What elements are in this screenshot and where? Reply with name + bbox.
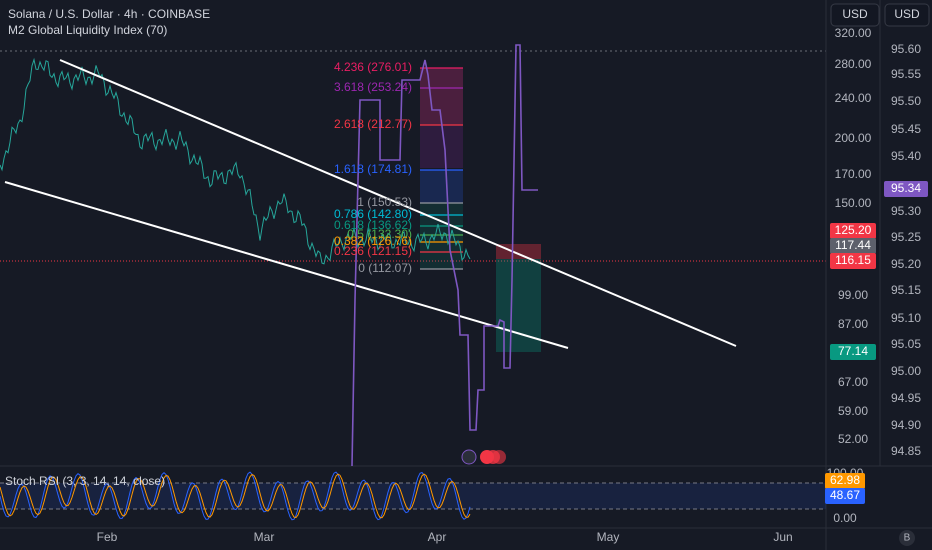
badge	[825, 488, 865, 504]
stoch-tick-label: 0.00	[833, 511, 857, 525]
footer-badge: B	[904, 533, 911, 544]
price-tick-label: 150.00	[835, 196, 872, 210]
icon[interactable]	[461, 449, 477, 465]
m2-tick-label: 95.50	[891, 94, 921, 108]
fib-label: 0 (112.07)	[358, 261, 412, 275]
price-tick-label: 170.00	[835, 167, 872, 181]
channel-line	[59, 59, 737, 347]
m2-tick-label: 95.20	[891, 257, 921, 271]
m2-tick-label: 94.95	[891, 391, 921, 405]
m2-tick-label: 95.10	[891, 311, 921, 325]
stoch-d	[0, 473, 471, 519]
badge	[830, 238, 876, 254]
m2-tick-label: 95.60	[891, 42, 921, 56]
indicator-title: M2 Global Liquidity Index (70)	[8, 23, 167, 37]
fib-zone	[420, 170, 463, 203]
price-tick-label: 99.00	[838, 288, 868, 302]
labels: 320.00 280.00 240.00 200.00 170.00 150.00 99.0…	[5, 26, 928, 546]
m2-tick-label: 95.30	[891, 204, 921, 218]
time-tick-label: May	[597, 530, 620, 544]
fib-zone	[420, 68, 463, 125]
m2-tick-label: 95.00	[891, 364, 921, 378]
price-tick-label: 240.00	[835, 91, 872, 105]
m2-tick-label: 95.15	[891, 283, 921, 297]
m2-line	[351, 44, 538, 467]
time-tick-label: Mar	[254, 530, 275, 544]
price-tick-label: 67.00	[838, 375, 868, 389]
badge	[825, 473, 865, 489]
badge-label: 116.15	[835, 253, 871, 267]
fib-label: 0.618 (136.62)	[334, 218, 412, 232]
price-tick-label: 87.00	[838, 317, 868, 331]
currency-button[interactable]	[884, 3, 930, 27]
badge	[830, 253, 876, 269]
badge-label: 125.20	[835, 223, 872, 237]
channel-line	[4, 181, 569, 349]
fib-label: 0.786 (142.80)	[334, 207, 412, 221]
fib-label: 2.618 (212.77)	[334, 117, 412, 131]
price-tick-label: 280.00	[835, 57, 872, 71]
time-tick-label: Jun	[773, 530, 792, 544]
badge	[884, 181, 928, 197]
currency-button[interactable]	[830, 3, 880, 27]
fib-label: 1 (150.53)	[357, 195, 412, 209]
m2-tick-label: 95.40	[891, 149, 921, 163]
badge	[830, 344, 876, 360]
badge-label: 95.34	[891, 181, 921, 195]
event-icons	[461, 449, 506, 465]
m2-tick-label: 95.05	[891, 337, 921, 351]
fib-label: 4.236 (276.01)	[334, 60, 412, 74]
badge	[830, 223, 876, 239]
badge-label: 77.14	[838, 344, 868, 358]
badge-label: 48.67	[830, 488, 860, 502]
price-tick-label: 52.00	[838, 432, 868, 446]
fib-label: 0.382 (126.76)	[334, 234, 412, 248]
fib-label: 0.236 (121.15)	[334, 244, 412, 258]
m2-tick-label: 94.90	[891, 418, 921, 432]
price-tick-label: 59.00	[838, 404, 868, 418]
footer-icon	[899, 530, 915, 546]
time-tick-label: Apr	[428, 530, 447, 544]
fib-label: 0.5 (132.30)	[347, 227, 412, 241]
stoch-k	[0, 471, 471, 521]
price-series	[0, 57, 471, 265]
risk-box	[496, 244, 541, 259]
stoch-title: Stoch RSI (3, 3, 14, 14, close)	[5, 474, 165, 488]
m2-tick-label: 95.45	[891, 122, 921, 136]
currency-label: USD	[842, 7, 868, 21]
m2-tick-label: 94.85	[891, 444, 921, 458]
icon[interactable]	[492, 450, 506, 464]
price-tick-label: 320.00	[835, 26, 872, 40]
time-tick-label: Feb	[97, 530, 118, 544]
m2-tick-label: 95.25	[891, 230, 921, 244]
fib-label: 1.618 (174.81)	[334, 162, 412, 176]
currency-label: USD	[894, 7, 920, 21]
m2-tick-label: 95.55	[891, 67, 921, 81]
fib-label: 3.618 (253.24)	[334, 80, 412, 94]
price-tick-label: 200.00	[835, 131, 872, 145]
badge-label: 117.44	[835, 238, 871, 252]
symbol-title: Solana / U.S. Dollar · 4h · COINBASE	[8, 7, 210, 21]
badge-label: 62.98	[830, 473, 860, 487]
